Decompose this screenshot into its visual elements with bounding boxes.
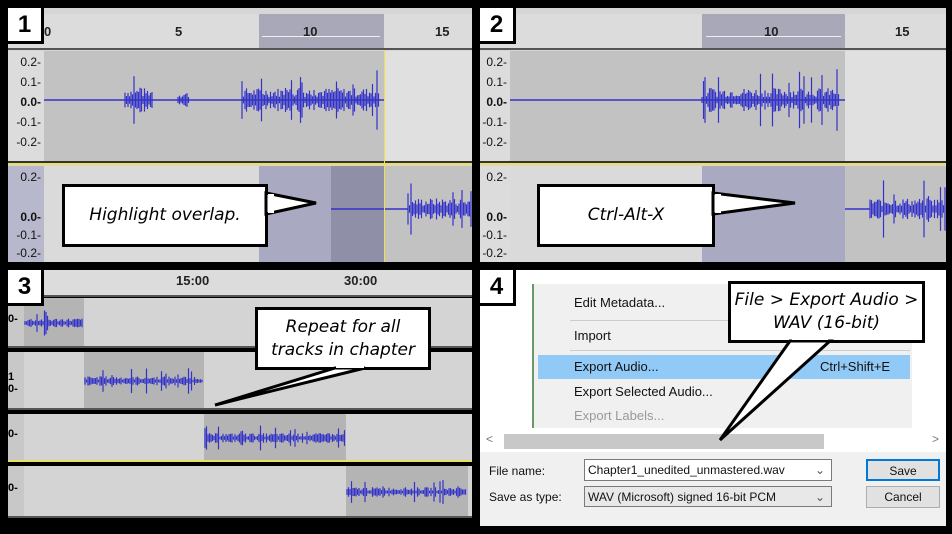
cursor-line [384, 50, 385, 262]
scale-label: -0.2- [16, 135, 41, 149]
ruler-tick: 5 [175, 24, 183, 39]
menu-item-export-audio[interactable]: Export Audio... Ctrl+Shift+E [538, 355, 910, 379]
ruler-selection[interactable] [702, 14, 845, 48]
save-type-value: WAV (Microsoft) signed 16-bit PCM [588, 490, 777, 504]
file-menu: Edit Metadata... Import Export Audio... … [532, 284, 912, 428]
panel-1: 1 0 5 10 15 0.2- 0.1- 0.0- -0.1- -0.2- 0… [8, 8, 472, 262]
waveform [510, 69, 946, 238]
track-2-scale: 0.2- 0.0- -0.1- -0.2- [480, 166, 510, 262]
callout-export-audio: File > Export Audio > WAV (16-bit) [728, 281, 925, 343]
ruler-tick: 30:00 [344, 273, 378, 288]
timeline-ruler[interactable]: 10 15 [480, 14, 946, 50]
ruler-tick: 15 [435, 24, 450, 39]
track-1-empty [845, 51, 946, 161]
scale-label: 0.0- [486, 210, 507, 224]
track-2-scale: 0.2- 0.0- -0.1- -0.2- [8, 166, 44, 262]
ruler-selection[interactable] [259, 14, 384, 48]
scale-label: 0.1- [20, 75, 41, 89]
step-number: 3 [8, 270, 44, 306]
callout-repeat-tracks: Repeat for all tracks in chapter [255, 307, 431, 370]
panel-3: 3 15:00 30:00 0- 1 0- 0- 0- [8, 270, 472, 526]
scale-label: 0.2- [486, 55, 507, 69]
scroll-left-button[interactable]: < [486, 432, 494, 446]
file-name-input[interactable]: Chapter1_unedited_unmastered.wav ⌄ [584, 459, 832, 481]
menu-item-export-labels: Export Labels... [574, 408, 665, 423]
menu-separator [570, 350, 910, 351]
timeline-ruler[interactable]: 15:00 30:00 [8, 270, 472, 297]
scale-label: -0.2- [16, 246, 41, 260]
menu-item-edit-metadata[interactable]: Edit Metadata... [574, 295, 666, 310]
chevron-down-icon[interactable]: ⌄ [814, 490, 825, 504]
overlap-region[interactable] [331, 166, 384, 262]
timeline-ruler[interactable]: 0 5 10 15 [8, 14, 472, 50]
ruler-tick: 10 [303, 24, 318, 39]
menu-item-import[interactable]: Import [574, 328, 611, 343]
scale-label: 0.0- [486, 95, 507, 109]
chevron-down-icon[interactable]: ⌄ [814, 463, 825, 477]
selection-arrow [706, 36, 841, 37]
track-scale-label: 0- [8, 298, 24, 346]
selection-region[interactable] [702, 166, 845, 262]
waveform [44, 70, 472, 235]
file-name-value: Chapter1_unedited_unmastered.wav [588, 463, 785, 477]
horizontal-scrollbar[interactable] [504, 434, 824, 449]
scale-label: -0.1- [482, 228, 507, 242]
scale-label: 0.0- [20, 95, 41, 109]
ruler-tick: 0 [44, 24, 52, 39]
scale-label: -0.1- [16, 115, 41, 129]
scale-label: 0.2- [486, 170, 507, 184]
ruler-tick: 15 [895, 24, 910, 39]
track-2-clip[interactable] [384, 166, 472, 262]
track-scale-label: 0- [8, 414, 24, 460]
ruler-tick: 15:00 [176, 273, 210, 288]
ruler-tick: 10 [764, 24, 779, 39]
step-number: 4 [480, 270, 516, 306]
scale-label: -0.2- [482, 246, 507, 260]
scale-label: 0.2- [20, 55, 41, 69]
selection-arrow [262, 36, 380, 37]
scale-label: 0.0- [20, 210, 41, 224]
step-number: 1 [8, 8, 44, 44]
callout-ctrl-alt-x: Ctrl-Alt-X [537, 184, 715, 247]
save-type-select[interactable]: WAV (Microsoft) signed 16-bit PCM ⌄ [584, 486, 832, 507]
track-divider [480, 161, 946, 165]
scale-label: -0.2- [482, 135, 507, 149]
cancel-button[interactable]: Cancel [866, 486, 940, 508]
scroll-right-button[interactable]: > [932, 432, 940, 446]
scale-label: 0.1- [486, 75, 507, 89]
file-name-label: File name: [489, 464, 546, 478]
save-button[interactable]: Save [866, 459, 940, 481]
track-1-scale: 0.2- 0.1- 0.0- -0.1- -0.2- [480, 51, 510, 161]
track-scale-label: 1 0- [8, 352, 24, 408]
scale-label: -0.1- [482, 115, 507, 129]
track-scale-label: 0- [8, 466, 24, 516]
track-1-empty [384, 51, 472, 161]
step-number: 2 [480, 8, 516, 44]
scale-label: -0.1- [16, 228, 41, 242]
waveform [24, 298, 468, 516]
menu-item-label: Export Audio... [574, 359, 659, 374]
callout-highlight-overlap: Highlight overlap. [62, 184, 268, 247]
track-divider [8, 161, 472, 165]
scale-label: 0.2- [20, 170, 41, 184]
menu-shortcut: Ctrl+Shift+E [820, 359, 891, 374]
menu-item-export-selected-audio[interactable]: Export Selected Audio... [574, 384, 713, 399]
track-1-scale: 0.2- 0.1- 0.0- -0.1- -0.2- [8, 51, 44, 161]
save-type-label: Save as type: [489, 490, 562, 504]
